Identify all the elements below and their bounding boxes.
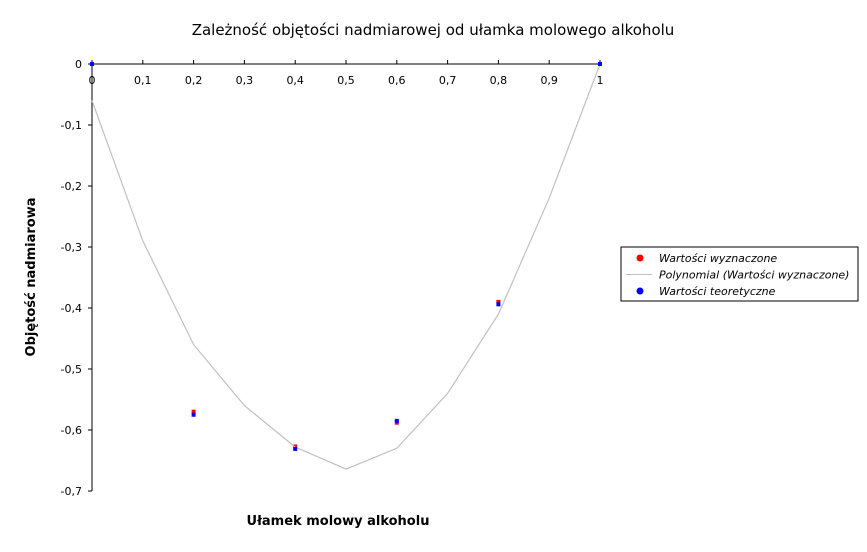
x-tick-label: 0,2 [185,74,203,87]
point [394,418,399,423]
legend-box [620,246,859,302]
y-tick-label: 0 [75,58,82,71]
x-tick-label: 0,4 [286,74,304,87]
point [293,446,298,451]
x-axis-label: Ułamek molowy alkoholu [247,514,430,529]
x-tick-label: 0,7 [439,74,457,87]
point [496,302,501,307]
point [598,62,602,66]
x-tick-label: 0,3 [236,74,254,87]
x-tick-label: 0,5 [337,74,355,87]
point [191,409,196,414]
y-tick-label: -0,6 [61,424,82,437]
y-axis-label: Objętość nadmiarowa [24,198,39,357]
y-tick-label: -0,3 [61,241,82,254]
legend-marker [636,287,644,295]
chart-title: Zależność objętości nadmiarowej od ułamk… [192,21,675,39]
trend-line [91,63,601,470]
y-tick-label: -0,1 [61,119,82,132]
legend-label: Polynomial (Wartości wyznaczone) [659,269,849,282]
legend-marker [636,254,644,262]
x-tick-label: 0 [89,74,96,87]
y-tick-label: -0,5 [61,363,82,376]
x-tick-label: 0,1 [134,74,152,87]
legend-label: Wartości teoretyczne [659,285,776,298]
y-tick-label: -0,2 [61,180,82,193]
x-tick-label: 0,9 [540,74,558,87]
point [191,412,196,417]
point [496,299,501,304]
x-tick-label: 0,8 [490,74,508,87]
x-tick-label: 0,6 [388,74,406,87]
y-tick-label: -0,4 [61,302,82,315]
legend-label: Wartości wyznaczone [659,252,777,265]
x-tick-label: 1 [597,74,604,87]
point [90,62,94,66]
y-tick-label: -0,7 [61,485,82,498]
